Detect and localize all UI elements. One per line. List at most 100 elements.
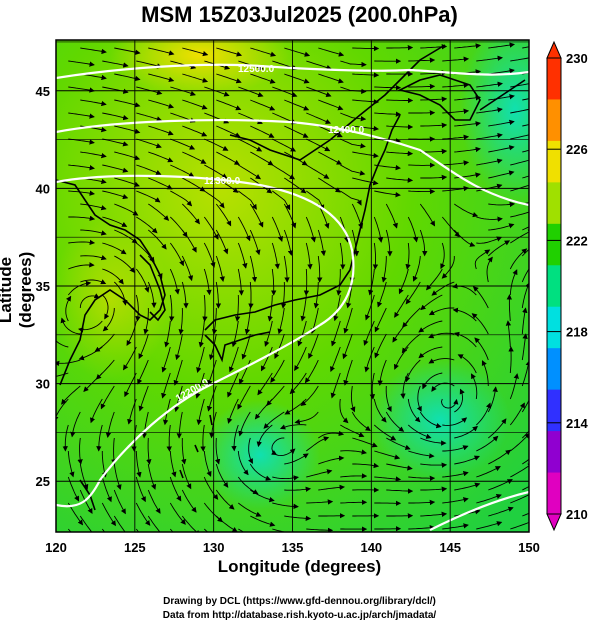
- streamline: [442, 471, 469, 478]
- colorbar-segment: [547, 389, 561, 432]
- streamline: [148, 177, 173, 190]
- streamline: [340, 499, 368, 505]
- streamline: [181, 463, 192, 490]
- footer-drawing-credit: Drawing by DCL (https://www.gfd-dennou.o…: [163, 596, 436, 607]
- x-tick-label: 120: [45, 540, 67, 555]
- streamline: [284, 515, 312, 522]
- streamline: [330, 372, 341, 399]
- streamline: [238, 86, 264, 98]
- streamline: [374, 111, 402, 117]
- streamline: [374, 190, 401, 198]
- contour-label-12400: 12400.0: [328, 125, 365, 136]
- streamline: [67, 280, 92, 296]
- streamline: [114, 203, 139, 216]
- streamline: [400, 372, 409, 399]
- streamline: [300, 294, 307, 322]
- streamline: [254, 398, 273, 420]
- streamline: [102, 216, 128, 227]
- streamline: [238, 164, 262, 180]
- streamline: [237, 242, 248, 269]
- colorbar-segment: [547, 472, 561, 515]
- streamline: [271, 268, 277, 296]
- streamline: [182, 151, 207, 164]
- streamline: [342, 333, 353, 360]
- streamline: [271, 448, 296, 457]
- streamline: [237, 476, 259, 495]
- streamline: [68, 164, 95, 171]
- streamline: [264, 320, 273, 347]
- streamline: [80, 229, 107, 236]
- streamline: [306, 138, 331, 152]
- streamline: [248, 437, 253, 464]
- streamline: [214, 437, 221, 465]
- streamline: [113, 515, 126, 532]
- streamline: [80, 99, 107, 107]
- streamline: [65, 295, 72, 322]
- colorbar-tick-label: 218: [566, 325, 588, 340]
- streamline: [476, 107, 503, 114]
- y-tick-label: 30: [36, 377, 50, 392]
- streamline: [476, 216, 503, 222]
- streamline: [274, 333, 285, 360]
- streamline: [522, 512, 529, 517]
- streamline: [170, 138, 196, 150]
- streamline: [340, 424, 365, 438]
- streamline: [476, 466, 501, 478]
- streamline: [204, 164, 228, 179]
- streamline: [386, 488, 414, 494]
- streamline: [522, 202, 529, 205]
- streamline: [488, 94, 515, 101]
- streamline: [398, 268, 409, 295]
- streamline: [521, 333, 528, 361]
- streamline: [249, 463, 272, 481]
- streamline: [386, 463, 413, 471]
- streamline: [318, 430, 345, 439]
- streamline: [203, 450, 212, 477]
- streamline: [56, 359, 81, 367]
- streamline: [442, 160, 470, 166]
- streamline: [352, 177, 379, 186]
- streamline: [522, 124, 529, 127]
- streamline: [510, 159, 529, 166]
- streamline: [209, 411, 217, 439]
- streamline: [420, 511, 448, 517]
- streamline: [181, 229, 197, 253]
- streamline: [256, 424, 273, 448]
- streamline: [114, 99, 141, 108]
- streamline: [453, 331, 477, 348]
- x-axis-label: Longitude (degrees): [217, 557, 382, 576]
- streamline: [318, 177, 341, 193]
- streamline: [416, 385, 422, 412]
- streamline: [488, 119, 515, 127]
- coast-honshu: [204, 114, 401, 331]
- streamline: [111, 437, 117, 465]
- streamline: [102, 268, 124, 285]
- streamline: [454, 203, 479, 218]
- streamline: [105, 411, 115, 438]
- streamline: [203, 216, 219, 240]
- streamline: [373, 398, 387, 423]
- streamline: [80, 151, 107, 159]
- colorbar-segment: [547, 58, 561, 100]
- streamline: [237, 268, 245, 296]
- streamline: [284, 453, 309, 465]
- streamline: [442, 134, 470, 140]
- x-tick-label: 130: [203, 540, 225, 555]
- streamline: [102, 307, 115, 332]
- streamline: [340, 60, 367, 68]
- streamline: [80, 47, 107, 55]
- streamline: [306, 436, 330, 452]
- streamline: [476, 81, 503, 88]
- streamline: [216, 47, 243, 57]
- streamline: [488, 418, 507, 439]
- streamline: [454, 482, 481, 491]
- streamline: [488, 170, 515, 179]
- streamline: [178, 307, 184, 335]
- streamline: [510, 134, 529, 140]
- colorbar-segment: [547, 348, 561, 391]
- streamline: [170, 190, 193, 207]
- streamline: [272, 502, 299, 510]
- streamline: [77, 437, 83, 465]
- streamline: [303, 268, 310, 296]
- streamline: [80, 203, 107, 211]
